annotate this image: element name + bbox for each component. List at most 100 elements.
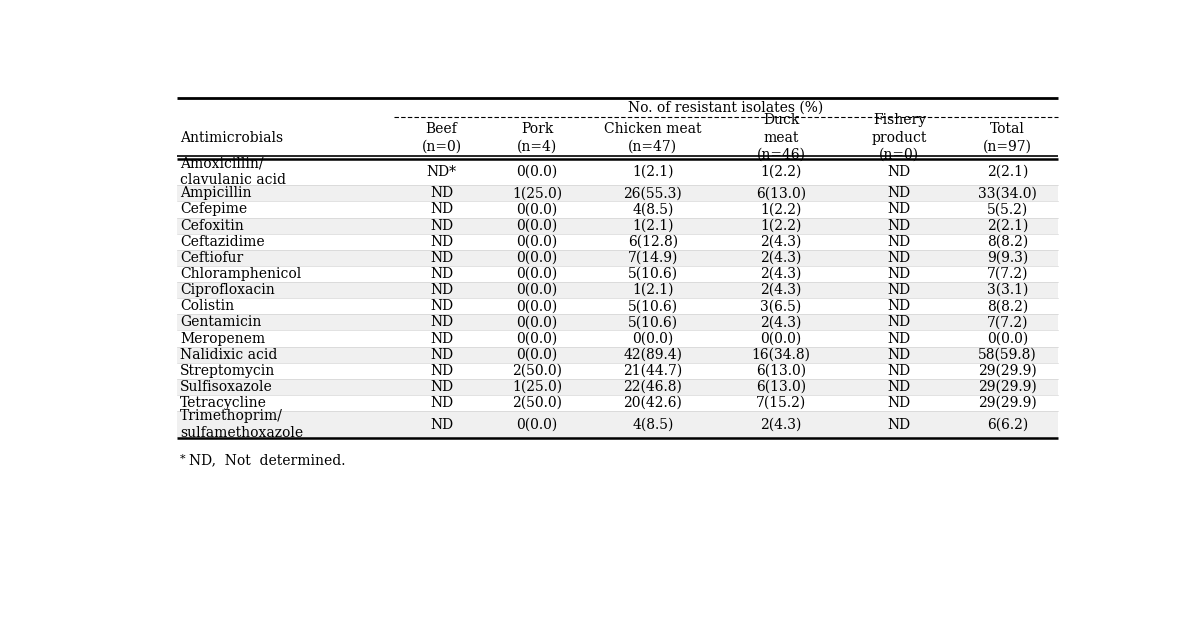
Bar bbox=[177, 185, 1058, 201]
Text: Duck
meat
(n=46): Duck meat (n=46) bbox=[757, 113, 806, 162]
Text: Amoxicillin/
clavulanic acid: Amoxicillin/ clavulanic acid bbox=[181, 157, 286, 187]
Text: Ceftazidime: Ceftazidime bbox=[181, 235, 264, 249]
Text: 0(0.0): 0(0.0) bbox=[517, 267, 557, 281]
Text: ND: ND bbox=[429, 251, 453, 265]
Text: 6(13.0): 6(13.0) bbox=[756, 380, 806, 394]
Text: ND: ND bbox=[429, 203, 453, 217]
Text: ND: ND bbox=[887, 218, 911, 232]
Text: 2(4.3): 2(4.3) bbox=[761, 418, 801, 432]
Text: Sulfisoxazole: Sulfisoxazole bbox=[181, 380, 273, 394]
Text: 2(4.3): 2(4.3) bbox=[761, 251, 801, 265]
Text: 0(0.0): 0(0.0) bbox=[761, 331, 801, 345]
Text: 7(15.2): 7(15.2) bbox=[756, 396, 806, 410]
Text: 0(0.0): 0(0.0) bbox=[517, 203, 557, 217]
Text: ND: ND bbox=[887, 331, 911, 345]
Text: 1(2.1): 1(2.1) bbox=[631, 218, 673, 232]
Text: 1(2.2): 1(2.2) bbox=[761, 218, 801, 232]
Text: ND: ND bbox=[429, 331, 453, 345]
Text: ND: ND bbox=[429, 316, 453, 330]
Text: ND: ND bbox=[887, 364, 911, 378]
Text: 0(0.0): 0(0.0) bbox=[517, 299, 557, 313]
Text: 1(2.2): 1(2.2) bbox=[761, 203, 801, 217]
Text: ND: ND bbox=[429, 364, 453, 378]
Text: *: * bbox=[181, 453, 185, 464]
Text: ND: ND bbox=[887, 396, 911, 410]
Text: 4(8.5): 4(8.5) bbox=[633, 203, 673, 217]
Text: 8(8.2): 8(8.2) bbox=[987, 235, 1029, 249]
Text: 26(55.3): 26(55.3) bbox=[623, 186, 682, 200]
Text: 6(6.2): 6(6.2) bbox=[987, 418, 1029, 432]
Text: ND: ND bbox=[887, 251, 911, 265]
Text: 5(5.2): 5(5.2) bbox=[987, 203, 1029, 217]
Text: Trimethoprim/
sulfamethoxazole: Trimethoprim/ sulfamethoxazole bbox=[181, 410, 304, 439]
Text: ND: ND bbox=[429, 267, 453, 281]
Text: ND*: ND* bbox=[427, 165, 457, 179]
Text: 2(4.3): 2(4.3) bbox=[761, 267, 801, 281]
Text: Nalidixic acid: Nalidixic acid bbox=[181, 347, 277, 362]
Text: 3(6.5): 3(6.5) bbox=[761, 299, 801, 313]
Text: ND: ND bbox=[887, 316, 911, 330]
Text: ND: ND bbox=[429, 299, 453, 313]
Text: 29(29.9): 29(29.9) bbox=[978, 380, 1037, 394]
Text: 8(8.2): 8(8.2) bbox=[987, 299, 1029, 313]
Text: 2(50.0): 2(50.0) bbox=[512, 364, 562, 378]
Text: 2(2.1): 2(2.1) bbox=[987, 218, 1029, 232]
Text: 9(9.3): 9(9.3) bbox=[987, 251, 1029, 265]
Text: Colistin: Colistin bbox=[181, 299, 234, 313]
Text: 2(50.0): 2(50.0) bbox=[512, 396, 562, 410]
Text: ND: ND bbox=[429, 380, 453, 394]
Text: Antimicrobials: Antimicrobials bbox=[181, 131, 283, 145]
Text: 4(8.5): 4(8.5) bbox=[633, 418, 673, 432]
Text: ND: ND bbox=[429, 235, 453, 249]
Text: 2(2.1): 2(2.1) bbox=[987, 165, 1029, 179]
Text: 0(0.0): 0(0.0) bbox=[517, 235, 557, 249]
Text: ND: ND bbox=[887, 347, 911, 362]
Text: 22(46.8): 22(46.8) bbox=[623, 380, 682, 394]
Text: 7(14.9): 7(14.9) bbox=[628, 251, 678, 265]
Text: 7(7.2): 7(7.2) bbox=[987, 267, 1029, 281]
Text: 0(0.0): 0(0.0) bbox=[517, 331, 557, 345]
Text: 20(42.6): 20(42.6) bbox=[623, 396, 682, 410]
Text: 7(7.2): 7(7.2) bbox=[987, 316, 1029, 330]
Text: Pork
(n=4): Pork (n=4) bbox=[517, 122, 557, 153]
Text: No. of resistant isolates (%): No. of resistant isolates (%) bbox=[628, 100, 823, 114]
Text: Fishery
product
(n=0): Fishery product (n=0) bbox=[872, 113, 927, 162]
Text: 1(25.0): 1(25.0) bbox=[512, 186, 562, 200]
Text: 0(0.0): 0(0.0) bbox=[517, 218, 557, 232]
Text: ND: ND bbox=[887, 283, 911, 297]
Text: 29(29.9): 29(29.9) bbox=[978, 396, 1037, 410]
Text: ND: ND bbox=[887, 267, 911, 281]
Text: 58(59.8): 58(59.8) bbox=[978, 347, 1037, 362]
Text: 0(0.0): 0(0.0) bbox=[633, 331, 673, 345]
Text: 2(4.3): 2(4.3) bbox=[761, 316, 801, 330]
Text: 29(29.9): 29(29.9) bbox=[978, 364, 1037, 378]
Text: Cefoxitin: Cefoxitin bbox=[181, 218, 244, 232]
Text: Ceftiofur: Ceftiofur bbox=[181, 251, 243, 265]
Text: 0(0.0): 0(0.0) bbox=[987, 331, 1029, 345]
Text: ND: ND bbox=[887, 380, 911, 394]
Text: Total
(n=97): Total (n=97) bbox=[983, 122, 1032, 153]
Text: Cefepime: Cefepime bbox=[181, 203, 248, 217]
Text: ND: ND bbox=[429, 396, 453, 410]
Text: 42(89.4): 42(89.4) bbox=[623, 347, 682, 362]
Text: ND: ND bbox=[429, 347, 453, 362]
Text: ND: ND bbox=[429, 218, 453, 232]
Bar bbox=[177, 250, 1058, 266]
Text: ND: ND bbox=[429, 283, 453, 297]
Text: 5(10.6): 5(10.6) bbox=[628, 267, 678, 281]
Text: 1(2.1): 1(2.1) bbox=[631, 165, 673, 179]
Text: 6(13.0): 6(13.0) bbox=[756, 364, 806, 378]
Text: 0(0.0): 0(0.0) bbox=[517, 316, 557, 330]
Text: ND: ND bbox=[887, 186, 911, 200]
Text: Streptomycin: Streptomycin bbox=[181, 364, 275, 378]
Text: 0(0.0): 0(0.0) bbox=[517, 347, 557, 362]
Text: 2(4.3): 2(4.3) bbox=[761, 235, 801, 249]
Text: Beef
(n=0): Beef (n=0) bbox=[421, 122, 462, 153]
Text: Gentamicin: Gentamicin bbox=[181, 316, 262, 330]
Text: 6(12.8): 6(12.8) bbox=[628, 235, 678, 249]
Text: 1(25.0): 1(25.0) bbox=[512, 380, 562, 394]
Text: Chloramphenicol: Chloramphenicol bbox=[181, 267, 301, 281]
Text: 1(2.2): 1(2.2) bbox=[761, 165, 801, 179]
Text: Meropenem: Meropenem bbox=[181, 331, 266, 345]
Text: 3(3.1): 3(3.1) bbox=[987, 283, 1029, 297]
